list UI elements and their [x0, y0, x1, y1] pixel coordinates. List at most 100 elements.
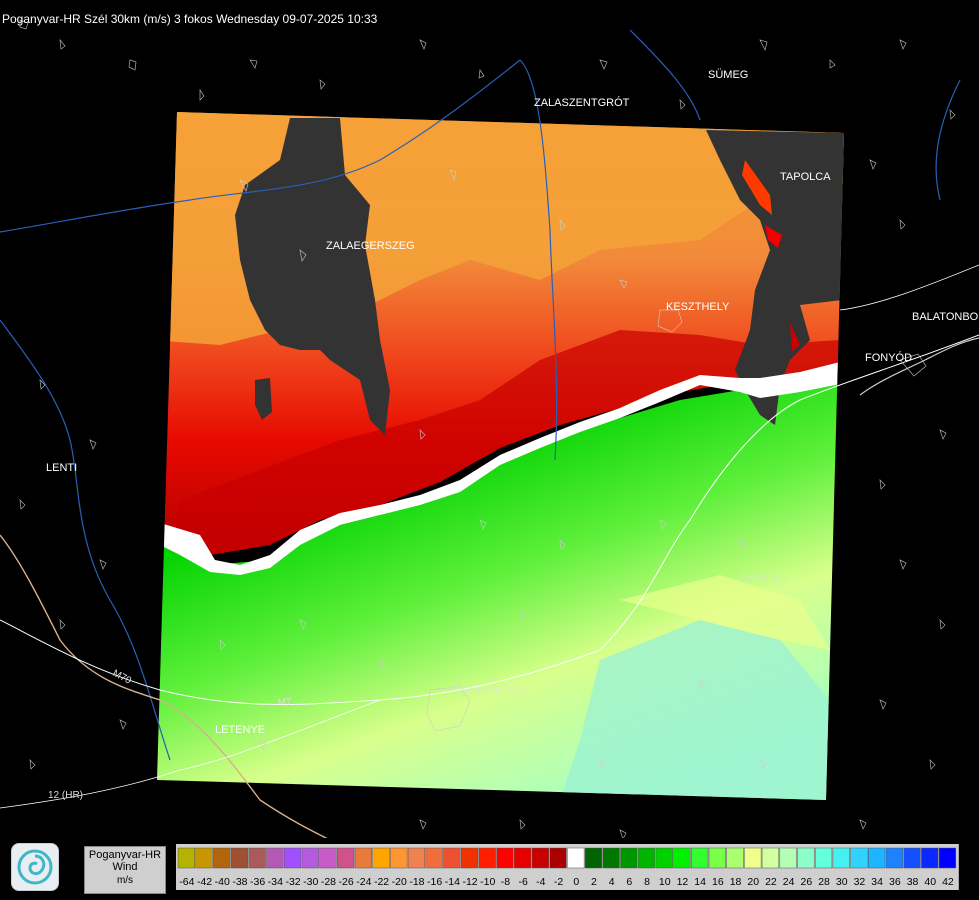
legend-swatch — [938, 847, 957, 869]
rivers — [0, 29, 961, 761]
legend-swatch — [514, 847, 532, 869]
legend-tick-label: -10 — [480, 876, 495, 888]
legend-swatch — [903, 847, 921, 869]
city-label-zalaszentgrot: ZALASZENTGRÓT — [534, 96, 630, 109]
legend-swatch — [460, 847, 479, 869]
legend-tick-label: -32 — [285, 876, 300, 888]
legend-tick-label: 2 — [591, 876, 597, 888]
legend-swatch — [319, 847, 337, 869]
legend-swatch — [708, 847, 726, 869]
settlements — [19, 19, 956, 840]
legend-tick-label: -2 — [554, 876, 563, 888]
road-label-m7: M7 — [277, 697, 292, 709]
legend-swatch — [213, 847, 231, 869]
legend-swatch — [814, 847, 833, 869]
legend-tick-label: -26 — [339, 876, 354, 888]
legend-swatch — [443, 847, 461, 869]
legend-tick-label: 24 — [783, 876, 795, 888]
legend-tick-label: -38 — [232, 876, 247, 888]
legend-swatch — [797, 847, 815, 869]
legend-tick-label: 8 — [644, 876, 650, 888]
legend-swatch — [531, 847, 549, 869]
roads-and-borders — [0, 264, 979, 841]
legend-tick-label: 20 — [747, 876, 759, 888]
legend-swatch — [885, 847, 903, 869]
legend-tick-label: 32 — [854, 876, 866, 888]
legend-tick-label: 40 — [924, 876, 936, 888]
legend-tick-label: -20 — [392, 876, 407, 888]
legend-swatch — [390, 847, 408, 869]
legend-swatch — [602, 847, 620, 869]
legend-tick-label: 42 — [942, 876, 954, 888]
legend-tick-label: -4 — [536, 876, 545, 888]
legend-tick-label: -14 — [445, 876, 460, 888]
legend-swatch — [354, 847, 372, 869]
legend-tick-label: 30 — [836, 876, 848, 888]
legend-tick-label: -40 — [215, 876, 230, 888]
city-label-tapolca: TAPOLCA — [780, 171, 831, 183]
velocity-field — [157, 112, 844, 800]
legend-swatch — [691, 847, 709, 869]
city-label-marcali: MARCALI — [740, 573, 789, 585]
legend-swatch — [496, 847, 514, 869]
legend-tick-label: 12 — [677, 876, 689, 888]
city-labels: SÜMEG ZALASZENTGRÓT TAPOLCA ZALAEGERSZEG… — [46, 69, 979, 736]
legend-tick-label: 38 — [907, 876, 919, 888]
legend-source: Poganyvar-HR — [88, 849, 162, 861]
legend-swatch — [850, 847, 868, 869]
city-label-zalaegerszeg: ZALAEGERSZEG — [326, 240, 415, 252]
legend-tick-label: -28 — [321, 876, 336, 888]
legend-tick-label: -22 — [374, 876, 389, 888]
legend-swatch — [673, 847, 691, 869]
legend-quantity: Wind — [112, 861, 138, 873]
legend-swatch — [832, 847, 850, 869]
legend-tick-label: 34 — [871, 876, 883, 888]
legend-tick-label: -36 — [250, 876, 265, 888]
legend-tick-label: 22 — [765, 876, 777, 888]
city-label-balatonbo: BALATONBO — [912, 311, 979, 323]
legend-tick-label: -24 — [356, 876, 371, 888]
legend-swatch — [372, 847, 390, 869]
legend-tick-label: -64 — [179, 876, 194, 888]
legend-swatch — [584, 847, 603, 869]
legend-swatch — [407, 847, 426, 869]
city-label-lenti: LENTI — [46, 462, 77, 474]
legend-swatch — [337, 847, 355, 869]
legend-tick-label: -8 — [501, 876, 510, 888]
legend-swatch — [177, 847, 195, 869]
app-logo-icon — [11, 843, 59, 891]
legend-swatch — [761, 847, 780, 869]
legend-tick-label: 28 — [818, 876, 830, 888]
swirl-icon — [17, 849, 53, 885]
road-label-m70: M70 — [111, 668, 134, 687]
no-data-zone — [235, 118, 390, 435]
radar-title: Poganyvar-HR Szél 30km (m/s) 3 fokos Wed… — [2, 12, 378, 26]
legend-tick-label: -16 — [427, 876, 442, 888]
legend-swatch — [549, 847, 567, 869]
legend-tick-label: 10 — [659, 876, 671, 888]
legend-swatch — [779, 847, 797, 869]
legend-swatch — [567, 847, 585, 869]
legend-swatch — [283, 847, 302, 869]
legend-tick-label: 26 — [801, 876, 813, 888]
legend-swatch — [266, 847, 284, 869]
legend-swatch — [726, 847, 744, 869]
legend-tick-label: -18 — [409, 876, 424, 888]
city-label-sumeg: SÜMEG — [708, 69, 748, 81]
legend-swatch — [425, 847, 443, 869]
legend-swatch — [620, 847, 638, 869]
legend-swatch — [230, 847, 249, 869]
no-data-zone-east — [706, 130, 844, 425]
legend-title: Poganyvar-HR Wind m/s — [84, 846, 166, 894]
legend-tick-label: 36 — [889, 876, 901, 888]
legend-tick-label: 0 — [573, 876, 579, 888]
legend-tick-label: 14 — [694, 876, 706, 888]
legend-swatch — [248, 847, 266, 869]
color-legend: -64 -42 -40 -38 -36 -34 -32 -30 -28 -26 -24 -22 -20-… — [176, 844, 959, 890]
road-label-12-hr: 12 (HR) — [48, 790, 83, 801]
zero-isotach — [160, 362, 840, 575]
city-label-fonyod: FONYÓD — [865, 351, 912, 364]
legend-swatch — [921, 847, 939, 869]
legend-units: m/s — [116, 875, 134, 886]
city-label-keszthely: KESZTHELY — [666, 301, 730, 313]
